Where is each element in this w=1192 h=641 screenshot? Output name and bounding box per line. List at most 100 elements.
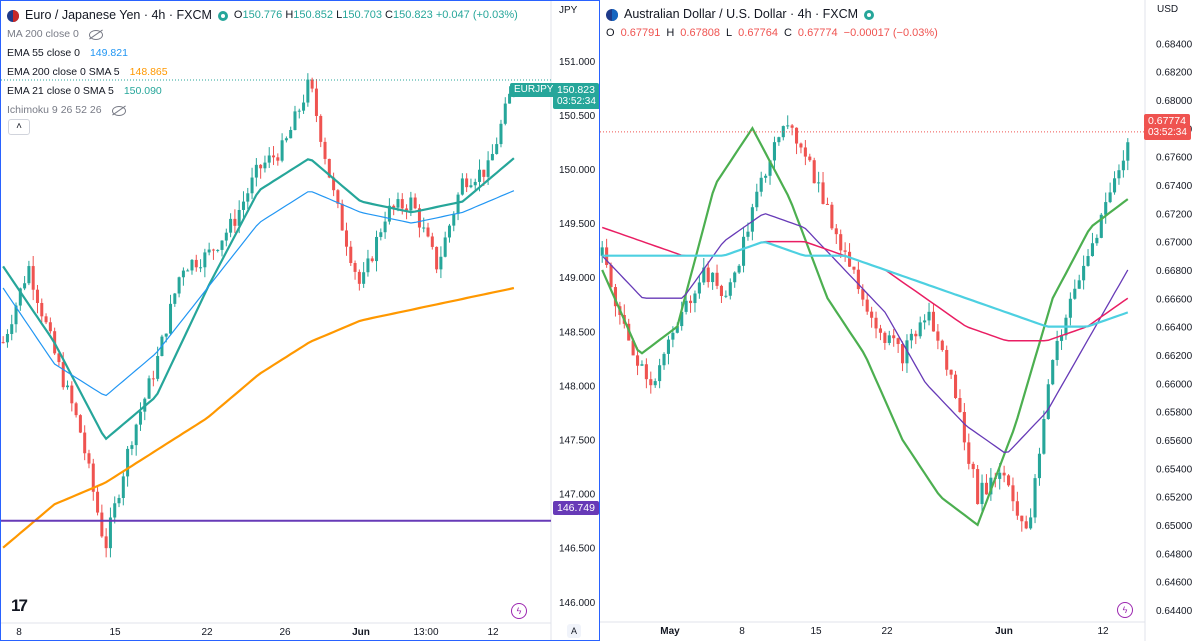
candle bbox=[1046, 384, 1050, 419]
candle bbox=[998, 472, 1002, 479]
y-tick-label: 147.500 bbox=[559, 436, 596, 447]
candle bbox=[1011, 485, 1015, 502]
candle bbox=[1059, 335, 1064, 341]
lightning-icon[interactable]: ϟ bbox=[511, 603, 527, 619]
candle bbox=[715, 272, 719, 286]
y-tick-label: 147.000 bbox=[559, 490, 596, 501]
hline-price-tag: 146.749 bbox=[553, 501, 599, 515]
x-tick-label: 12 bbox=[1097, 626, 1109, 637]
candle bbox=[18, 288, 22, 306]
candle bbox=[688, 300, 693, 304]
candle bbox=[790, 125, 794, 128]
candle bbox=[169, 303, 173, 334]
candle bbox=[1104, 202, 1108, 215]
candle bbox=[173, 293, 177, 304]
candle bbox=[156, 356, 160, 379]
candle bbox=[914, 333, 918, 337]
candle bbox=[843, 250, 847, 252]
candle bbox=[953, 374, 958, 399]
candle bbox=[1077, 280, 1081, 289]
candle bbox=[1002, 472, 1006, 476]
candle bbox=[370, 258, 374, 262]
auto-scale-button[interactable]: A bbox=[567, 624, 581, 638]
candle bbox=[344, 230, 348, 247]
eye-hidden-icon[interactable] bbox=[88, 29, 103, 40]
candle bbox=[469, 185, 473, 188]
indicator-ma200[interactable]: MA 200 close 0 bbox=[7, 25, 518, 44]
candle bbox=[426, 227, 430, 237]
audusd-chart[interactable]: 0.64400 0.64600 0.64800 0.65000 0.65200 0.654… bbox=[600, 0, 1192, 641]
candle bbox=[263, 162, 267, 169]
audusd-title[interactable]: Australian Dollar / U.S. Dollar · 4h · F… bbox=[624, 7, 859, 21]
candle bbox=[259, 164, 263, 169]
candle bbox=[1051, 360, 1055, 385]
collapse-legend-button[interactable]: ˄ bbox=[8, 119, 30, 135]
eurjpy-legend: Euro / Japanese Yen · 4h · FXCM O150.776… bbox=[7, 6, 518, 120]
y-tick-label: 0.67000 bbox=[1156, 238, 1192, 249]
candle bbox=[958, 398, 962, 412]
x-tick-label: Jun bbox=[352, 627, 370, 638]
market-open-icon bbox=[217, 10, 228, 21]
indicator-ema21[interactable]: EMA 21 close 0 SMA 5 150.090 bbox=[7, 85, 162, 97]
candle bbox=[1082, 265, 1086, 281]
indicator-ema55[interactable]: EMA 55 close 0 149.821 bbox=[7, 47, 128, 59]
tradingview-logo[interactable]: 17 bbox=[11, 596, 28, 615]
candle bbox=[336, 190, 340, 204]
candle bbox=[48, 322, 52, 332]
candle bbox=[130, 445, 134, 449]
candle bbox=[1068, 298, 1072, 318]
candle bbox=[280, 140, 284, 161]
candle bbox=[293, 111, 297, 131]
candle bbox=[430, 236, 434, 247]
candle bbox=[817, 182, 821, 184]
candle bbox=[104, 536, 108, 549]
candle bbox=[383, 221, 387, 233]
candle bbox=[490, 153, 494, 161]
currency-label[interactable]: USD bbox=[1157, 4, 1179, 15]
eye-hidden-icon[interactable] bbox=[111, 105, 126, 116]
candle bbox=[1099, 214, 1103, 238]
candle bbox=[10, 324, 14, 334]
candle bbox=[435, 246, 439, 270]
candle bbox=[772, 142, 777, 161]
eurjpy-title[interactable]: Euro / Japanese Yen · 4h · FXCM bbox=[25, 8, 212, 22]
lightning-icon[interactable]: ϟ bbox=[1117, 602, 1133, 618]
x-tick-label: 12 bbox=[487, 627, 499, 638]
audusd-chart-pane[interactable]: 0.64400 0.64600 0.64800 0.65000 0.65200 0.654… bbox=[600, 0, 1192, 641]
candle bbox=[126, 448, 130, 477]
candle bbox=[635, 355, 640, 366]
candle bbox=[693, 293, 697, 304]
candle bbox=[984, 482, 989, 495]
candle bbox=[216, 249, 220, 251]
currency-label[interactable]: JPY bbox=[559, 5, 578, 16]
y-tick-label: 0.64600 bbox=[1156, 578, 1192, 589]
candle bbox=[306, 79, 310, 103]
candle bbox=[750, 207, 754, 232]
candle bbox=[962, 411, 966, 443]
eurjpy-chart-pane[interactable]: 146.000 146.500 147.000 147.500 148.000 148.5… bbox=[0, 0, 600, 641]
indicator-ichimoku[interactable]: Ichimoku 9 26 52 26 bbox=[7, 101, 518, 120]
candle bbox=[177, 277, 181, 294]
candle bbox=[40, 302, 44, 317]
candle bbox=[199, 267, 203, 269]
x-tick-label: 22 bbox=[201, 627, 213, 638]
candle bbox=[190, 259, 194, 271]
candle bbox=[23, 283, 27, 289]
candle bbox=[302, 102, 306, 111]
candle bbox=[1121, 160, 1125, 171]
candle bbox=[989, 477, 993, 495]
candle bbox=[870, 311, 874, 318]
y-tick-label: 0.66800 bbox=[1156, 266, 1192, 277]
y-tick-label: 0.65200 bbox=[1156, 493, 1192, 504]
candle bbox=[229, 218, 233, 233]
candle bbox=[508, 93, 512, 104]
candle bbox=[1006, 475, 1011, 486]
candle bbox=[1073, 288, 1077, 299]
x-tick-label: 26 bbox=[279, 627, 291, 638]
indicator-ema200[interactable]: EMA 200 close 0 SMA 5 148.865 bbox=[7, 66, 168, 78]
eurjpy-chart[interactable]: 146.000 146.500 147.000 147.500 148.000 148.5… bbox=[1, 1, 600, 641]
candle bbox=[284, 138, 288, 141]
candle bbox=[980, 482, 984, 505]
candle bbox=[892, 335, 896, 339]
candle bbox=[362, 272, 366, 284]
